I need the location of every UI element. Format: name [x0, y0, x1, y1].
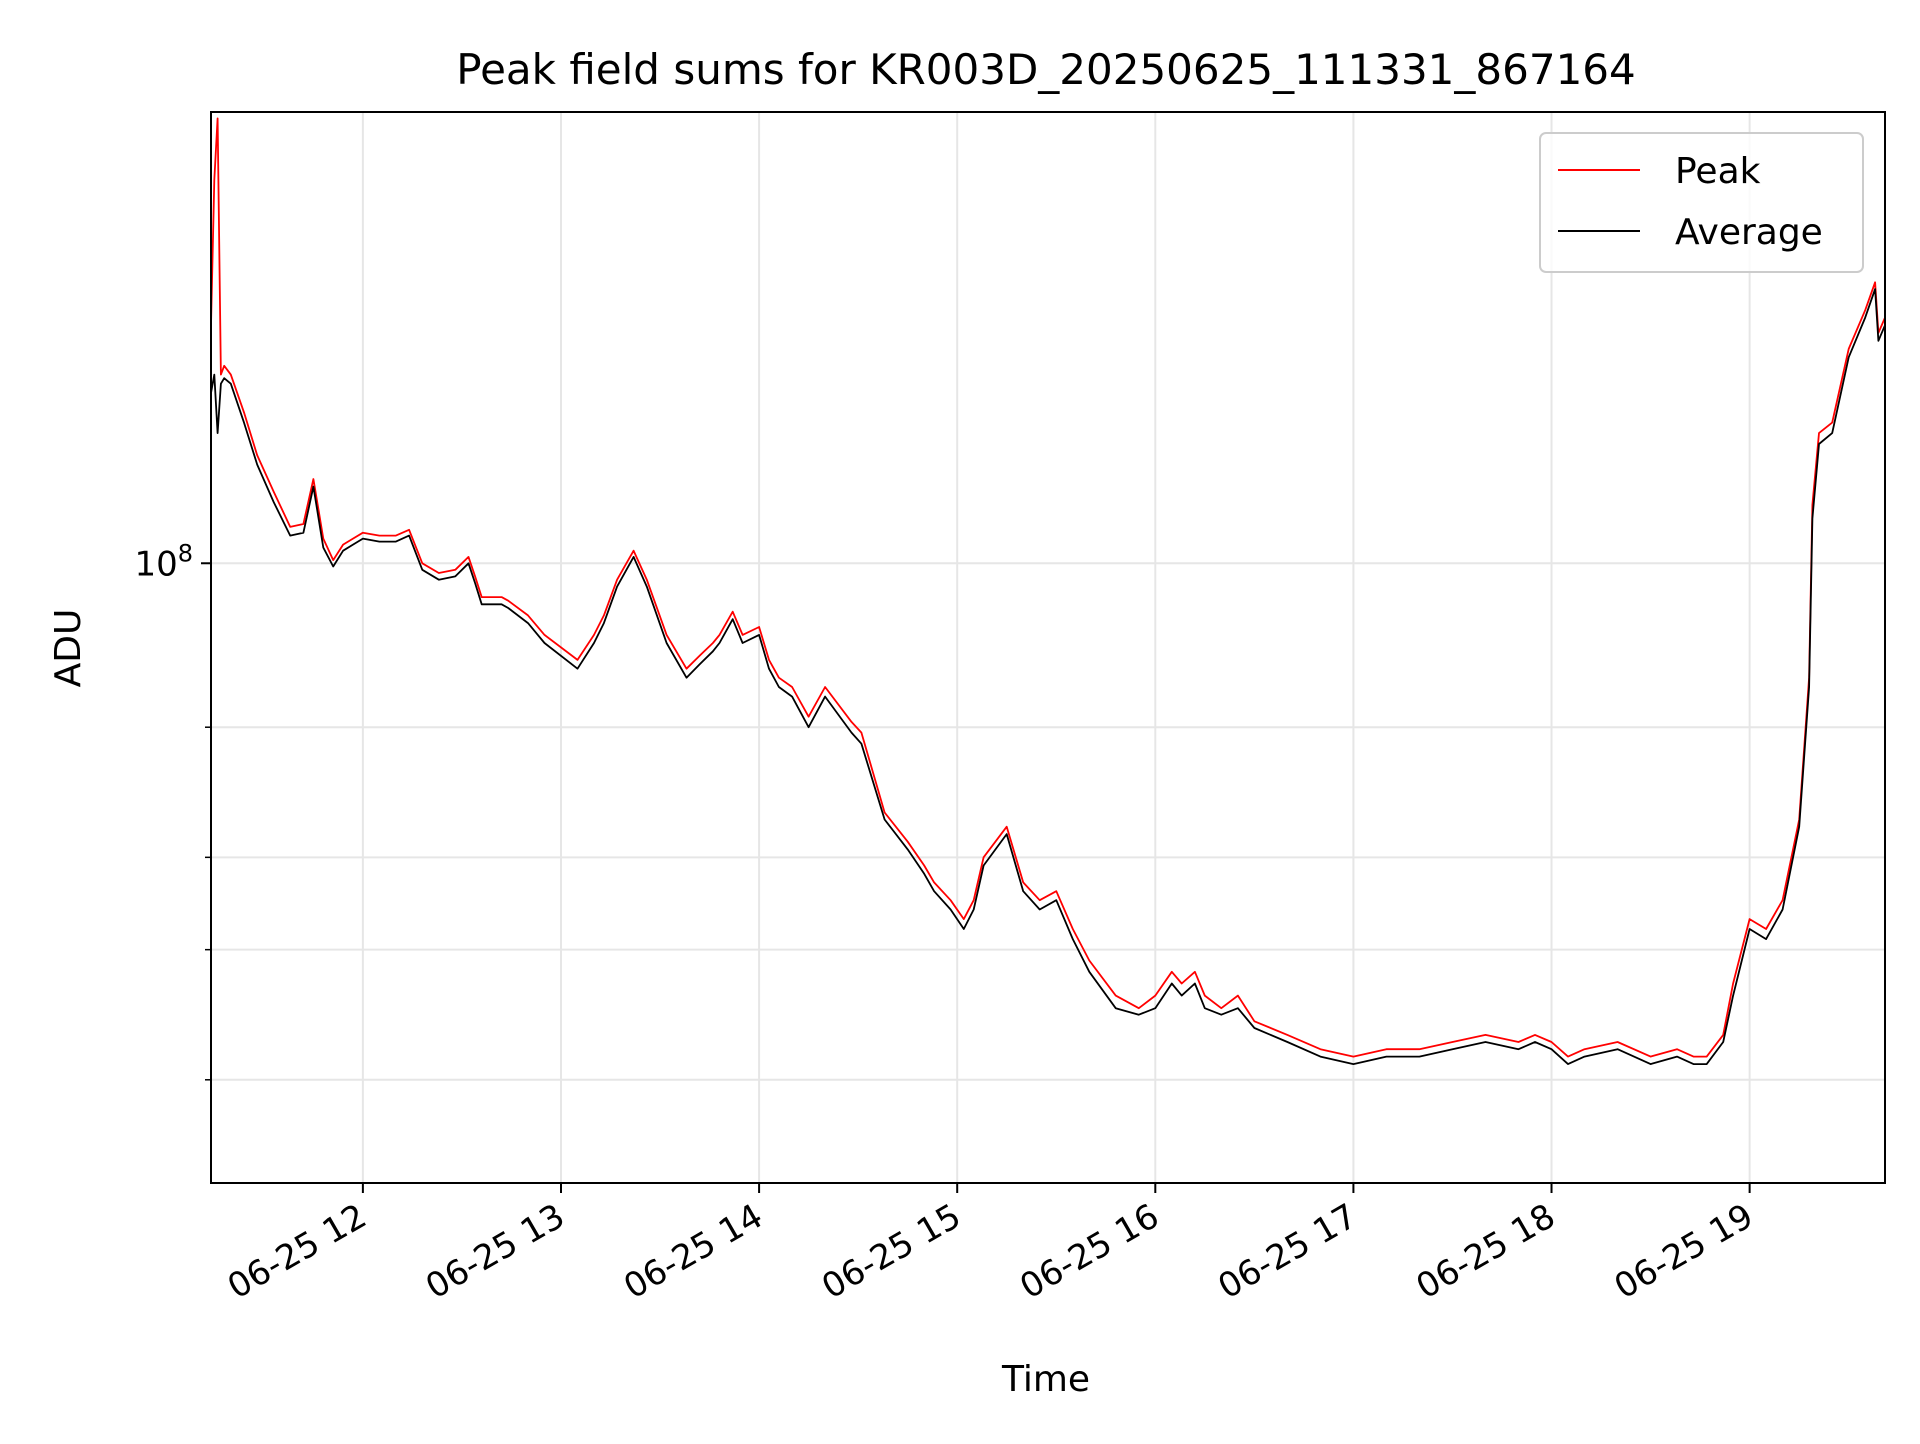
plot-lines — [211, 117, 1885, 1065]
legend-box — [1539, 132, 1864, 273]
legend-label-average: Average — [1675, 212, 1823, 253]
y-axis: 108 — [134, 539, 211, 1081]
series-line-peak — [211, 117, 1885, 1058]
plot-frame — [210, 111, 1886, 1184]
legend: Peak Average — [1539, 132, 1864, 273]
y-tick-label: 108 — [134, 539, 193, 584]
chart-title: Peak field sums for KR003D_20250625_1113… — [456, 45, 1635, 94]
y-axis-label: ADU — [48, 609, 89, 688]
x-axis-label: Time — [1001, 1359, 1090, 1400]
series-line-average — [211, 288, 1885, 1065]
legend-label-peak: Peak — [1675, 151, 1761, 192]
